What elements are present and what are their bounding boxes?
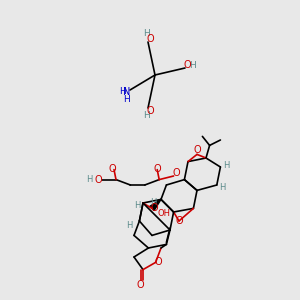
- Text: O: O: [146, 34, 154, 44]
- Text: O: O: [136, 280, 144, 290]
- Text: H: H: [134, 200, 140, 209]
- Text: OH: OH: [157, 209, 170, 218]
- Text: H: H: [150, 198, 156, 207]
- Text: H: H: [223, 160, 230, 169]
- Text: O: O: [146, 106, 154, 116]
- Text: O: O: [108, 164, 116, 174]
- Text: O: O: [175, 216, 183, 226]
- Text: O: O: [193, 146, 201, 155]
- Text: N: N: [123, 87, 131, 97]
- Text: H: H: [86, 175, 92, 184]
- Text: H: H: [220, 182, 226, 191]
- Text: O: O: [95, 175, 102, 184]
- Text: H: H: [142, 29, 149, 38]
- Text: H: H: [124, 94, 130, 103]
- Text: H: H: [126, 221, 133, 230]
- Text: H: H: [142, 112, 149, 121]
- Text: O: O: [173, 168, 180, 178]
- Text: O: O: [183, 60, 191, 70]
- Text: O: O: [155, 257, 162, 267]
- Text: H: H: [190, 61, 196, 70]
- Text: H: H: [118, 88, 125, 97]
- Text: O: O: [150, 203, 158, 213]
- Text: O: O: [153, 164, 161, 174]
- Polygon shape: [150, 200, 161, 211]
